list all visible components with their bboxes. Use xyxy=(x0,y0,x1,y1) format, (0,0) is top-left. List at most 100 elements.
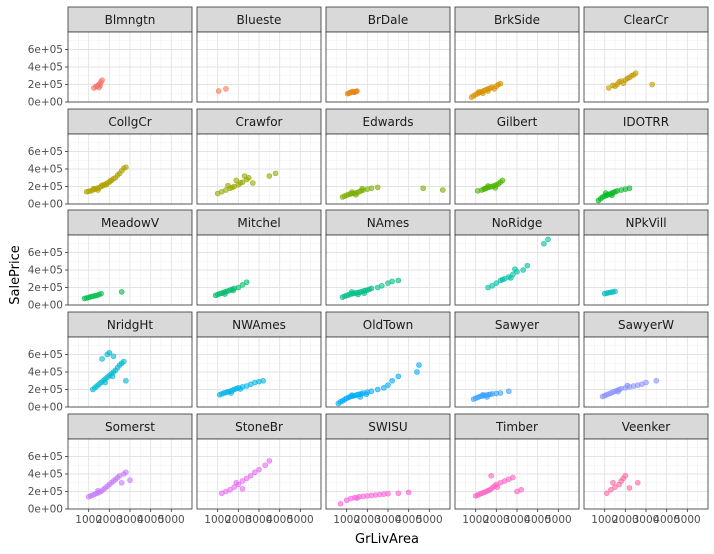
data-point xyxy=(237,180,244,186)
data-point xyxy=(378,282,385,289)
data-point xyxy=(405,489,412,496)
facet-panel-nwames: NWAmes xyxy=(196,311,322,408)
y-tick-label: 4e+05 xyxy=(28,62,63,74)
data-point xyxy=(354,495,360,501)
facet-panel-noridge: NoRidge xyxy=(454,209,580,306)
y-axis-title: SalePrice xyxy=(8,245,23,305)
facet-panel-swisu: SWISU xyxy=(325,413,451,510)
facet-panel-meadowv: MeadowV xyxy=(67,209,193,306)
facet-strip xyxy=(583,311,709,338)
data-point xyxy=(610,479,616,486)
facet-panel-idotrr: IDOTRR xyxy=(583,108,709,205)
data-point xyxy=(239,478,246,484)
facet-panel-nridght: NridgHt xyxy=(67,311,193,408)
data-point xyxy=(492,185,499,191)
x-tick-label: 1000 xyxy=(333,514,360,526)
data-point xyxy=(484,394,490,400)
y-tick-label: 4e+05 xyxy=(28,367,63,379)
data-point xyxy=(266,458,273,464)
x-tick-label: 3000 xyxy=(117,514,144,526)
facet-strip-label: Veenker xyxy=(622,420,671,434)
facet-strip-label: Somerst xyxy=(105,420,155,434)
facet-strip xyxy=(325,311,451,338)
panel-border xyxy=(583,31,709,103)
facet-strip xyxy=(325,108,451,135)
data-point xyxy=(622,472,629,479)
data-point xyxy=(512,266,518,272)
data-point xyxy=(233,177,240,184)
facet-panel-names: NAmes xyxy=(325,209,451,306)
facet-strip-label: SawyerW xyxy=(618,318,674,332)
facet-strip xyxy=(196,108,322,135)
facet-strip xyxy=(325,413,451,440)
facet-panel-somerst: Somerst xyxy=(67,413,193,510)
data-point xyxy=(485,88,491,94)
x-tick-label: 2000 xyxy=(483,514,510,526)
data-point xyxy=(475,89,482,95)
panel-border xyxy=(325,133,451,205)
data-point xyxy=(349,392,355,398)
y-tick-label: 2e+05 xyxy=(28,79,63,91)
y-tick-label: 6e+05 xyxy=(28,146,63,158)
facet-strip xyxy=(583,6,709,33)
x-tick-label: 4000 xyxy=(524,514,551,526)
facet-panel-sawyer: Sawyer xyxy=(454,311,580,408)
x-tick-label: 3000 xyxy=(375,514,402,526)
data-point xyxy=(243,475,250,482)
data-point xyxy=(520,267,527,273)
data-point xyxy=(505,388,512,395)
data-point xyxy=(420,185,426,192)
data-point xyxy=(266,173,273,179)
data-point xyxy=(235,284,242,291)
data-point xyxy=(363,391,370,398)
x-tick-label: 1000 xyxy=(462,514,489,526)
data-point xyxy=(385,382,391,388)
facet-strip-label: Gilbert xyxy=(497,115,538,129)
facet-panel-crawfor: Crawfor xyxy=(196,108,322,205)
y-tick-label: 6e+05 xyxy=(28,247,63,259)
data-point xyxy=(385,490,391,497)
x-tick-label: 5000 xyxy=(416,514,443,526)
facet-strip xyxy=(196,6,322,33)
facet-strip-label: Mitchel xyxy=(237,216,280,230)
data-point xyxy=(222,291,228,297)
x-tick-label: 1000 xyxy=(204,514,231,526)
panel-border xyxy=(325,234,451,306)
y-tick-label: 4e+05 xyxy=(28,469,63,481)
data-point xyxy=(233,479,240,486)
data-point xyxy=(395,373,402,380)
data-point xyxy=(395,490,402,497)
data-point xyxy=(632,70,639,76)
data-point xyxy=(123,164,129,171)
facet-panel-timber: Timber xyxy=(454,413,580,510)
facet-strip-label: Blueste xyxy=(237,13,282,27)
facet-panel-clearcr: ClearCr xyxy=(583,6,709,103)
data-point xyxy=(510,474,516,481)
data-point xyxy=(368,185,375,192)
facet-strip-label: Sawyer xyxy=(495,318,539,332)
facet-strip-label: NoRidge xyxy=(492,216,543,230)
data-point xyxy=(110,353,117,360)
x-axis-title: GrLivArea xyxy=(355,532,419,547)
panel-border xyxy=(583,234,709,306)
data-point xyxy=(541,240,547,247)
data-point xyxy=(395,277,402,284)
data-point xyxy=(609,192,615,199)
y-tick-label: 6e+05 xyxy=(28,451,63,463)
data-point xyxy=(499,177,506,184)
facet-panel-veenker: Veenker xyxy=(583,413,709,510)
data-point xyxy=(416,362,422,368)
data-point xyxy=(359,185,365,192)
data-point xyxy=(230,287,236,294)
data-point xyxy=(357,394,363,400)
facet-strip xyxy=(325,6,451,33)
facet-strip-label: NPkVill xyxy=(625,216,666,230)
data-point xyxy=(239,486,246,492)
x-tick-label: 4000 xyxy=(395,514,422,526)
facet-panel-edwards: Edwards xyxy=(325,108,451,205)
panel-border xyxy=(196,133,322,205)
data-point xyxy=(381,384,387,391)
data-point xyxy=(488,472,494,479)
data-point xyxy=(99,356,105,362)
